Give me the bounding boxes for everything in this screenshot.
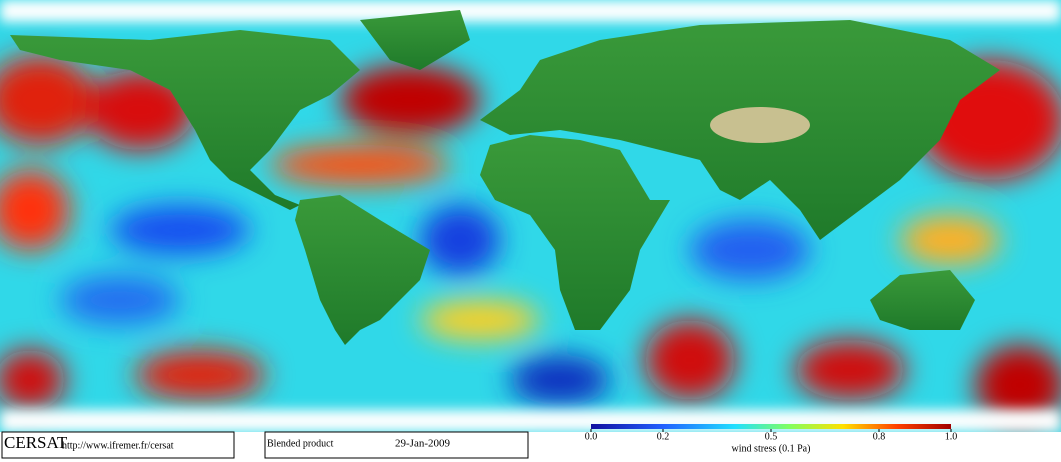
- low-wind: [60, 275, 180, 325]
- south-america: [295, 195, 430, 345]
- polar-ice: [0, 0, 1061, 22]
- africa: [480, 135, 670, 330]
- mid-wind: [900, 215, 1000, 265]
- low-wind: [510, 355, 610, 405]
- colorbar-ticks: 0.0 0.2 0.5 0.8 1.0: [585, 429, 958, 442]
- high-wind: [135, 350, 265, 400]
- high-wind: [0, 170, 70, 250]
- high-wind: [0, 55, 95, 145]
- product: Blended product: [267, 438, 334, 449]
- logo-box: [1, 431, 235, 459]
- colorbar-tick-label: 0.5: [765, 431, 778, 442]
- date: 29-Jan-2009: [395, 438, 450, 450]
- low-wind: [690, 220, 810, 280]
- low-wind: [110, 205, 250, 255]
- north-america: [10, 30, 360, 210]
- high-wind: [975, 345, 1061, 425]
- high-wind: [85, 70, 195, 150]
- colorbar-tick-label: 0.8: [873, 431, 886, 442]
- high-wind: [645, 320, 735, 400]
- logo: CERSAT: [4, 433, 68, 452]
- australia: [870, 270, 975, 330]
- product-box: [264, 431, 529, 459]
- colorbar-label: wind stress (0.1 Pa): [732, 443, 811, 454]
- greenland: [360, 10, 470, 70]
- colorbar-tick-label: 0.0: [585, 431, 598, 442]
- high-wind: [0, 350, 65, 410]
- plateau: [710, 107, 810, 143]
- colorbar-tick-label: 1.0: [945, 431, 958, 442]
- high-wind: [270, 145, 450, 185]
- url: http://www.ifremer.fr/cersat: [62, 440, 174, 451]
- high-wind: [795, 340, 905, 400]
- high-wind: [340, 65, 480, 135]
- continents: [10, 10, 1000, 345]
- colorbar-tick-label: 0.2: [657, 431, 670, 442]
- colorbar: [591, 424, 951, 429]
- mid-wind: [420, 300, 540, 340]
- low-wind: [420, 205, 500, 275]
